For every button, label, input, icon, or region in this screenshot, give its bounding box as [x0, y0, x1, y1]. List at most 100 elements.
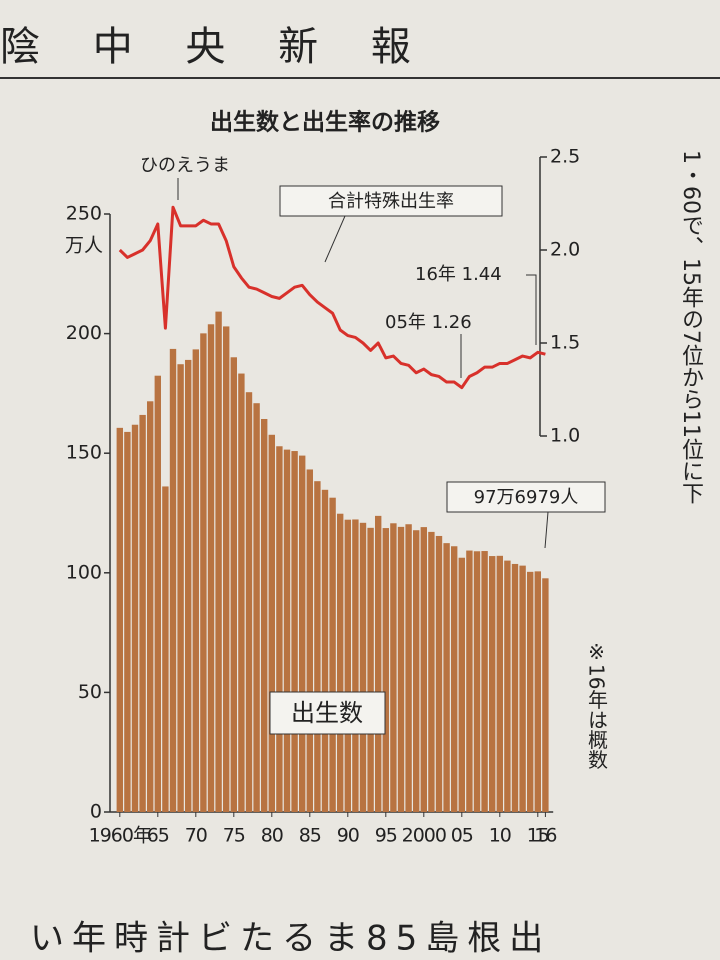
bar	[253, 403, 260, 812]
y-tick-label: 50	[78, 681, 102, 703]
bar	[268, 434, 275, 812]
x-tick-label: 10	[489, 825, 511, 847]
bar	[382, 528, 389, 812]
bar	[458, 557, 465, 812]
bar	[397, 526, 405, 812]
bar	[306, 469, 313, 812]
y2-tick-label: 2.5	[550, 146, 580, 168]
bar	[223, 326, 230, 812]
bar	[261, 418, 268, 812]
bar	[337, 513, 344, 812]
bar	[511, 563, 519, 812]
bar	[162, 486, 169, 812]
bar	[481, 551, 488, 812]
line	[118, 205, 546, 390]
bar	[420, 527, 427, 812]
x-tick-label: 80	[261, 825, 283, 847]
y2-tick-label: 2.0	[550, 239, 580, 261]
series-label: 出生数	[291, 699, 363, 727]
label-box	[279, 185, 503, 217]
bar	[177, 364, 184, 812]
bar	[291, 451, 298, 812]
x-tick-label: 85	[299, 825, 321, 847]
bar	[496, 555, 503, 812]
bar	[534, 571, 541, 812]
bar	[185, 359, 192, 812]
bar	[131, 424, 139, 812]
annotation: 97万6979人	[474, 487, 579, 508]
series-label: 合計特殊出生率	[328, 191, 454, 212]
x-tick-label: 65	[147, 825, 169, 847]
annotation: ※16年は概数	[585, 640, 609, 769]
label-box	[446, 481, 606, 513]
bar	[428, 531, 435, 812]
bar	[435, 535, 443, 812]
bar	[283, 449, 291, 812]
x-tick-label: 75	[223, 825, 245, 847]
bottom-text: い年時計ビたるま85島根出	[30, 919, 551, 959]
masthead: 陰 中 央 新 報	[0, 24, 431, 70]
overlay: 出生数	[269, 691, 386, 735]
bar	[359, 522, 367, 812]
x-tick-label: 70	[185, 825, 207, 847]
bar	[542, 578, 549, 812]
bar	[245, 392, 253, 812]
x-tick-label: 2000	[402, 825, 446, 847]
bar	[215, 311, 222, 812]
y-axis-unit: 万人	[65, 235, 103, 257]
y2-tick-label: 1.0	[550, 425, 580, 447]
bar	[527, 571, 534, 812]
bar	[124, 431, 131, 812]
annotation: 16年 1.44	[415, 264, 502, 285]
bar	[147, 401, 154, 812]
bar	[344, 519, 351, 812]
bar	[473, 551, 481, 812]
bar	[519, 565, 526, 812]
bar	[314, 481, 321, 812]
x-tick-label: 15	[527, 825, 549, 847]
bar	[276, 446, 283, 812]
x-tick-label: 1960年	[89, 825, 152, 847]
annotation: 05年 1.26	[385, 312, 472, 333]
chart-title: 出生数と出生率の推移	[210, 109, 440, 136]
bar	[139, 414, 146, 812]
y-tick-label: 250	[66, 203, 102, 225]
annotation: ひのえうま	[140, 155, 230, 176]
bar	[504, 560, 511, 812]
bar	[352, 519, 359, 812]
bar	[299, 455, 306, 812]
bar	[489, 556, 496, 812]
bar	[413, 530, 420, 812]
label-box	[269, 691, 386, 735]
y-tick-label: 150	[66, 442, 102, 464]
x-tick-label: 90	[337, 825, 359, 847]
bar	[367, 527, 374, 812]
bar	[200, 333, 207, 812]
y-tick-label: 100	[66, 561, 102, 583]
bar	[451, 546, 458, 812]
bar	[390, 523, 397, 812]
bar	[169, 348, 177, 812]
bar	[230, 357, 237, 812]
bar	[443, 543, 450, 812]
bar	[116, 427, 123, 812]
pointer	[535, 511, 549, 549]
bar	[466, 550, 473, 812]
bar	[329, 497, 336, 812]
bar	[207, 324, 215, 812]
pointer	[324, 215, 346, 263]
bar	[375, 515, 382, 812]
y-tick-label: 0	[90, 801, 102, 823]
pointer	[526, 274, 537, 345]
y2-tick-label: 1.5	[550, 332, 580, 354]
side-text: 1・60で、15年の7位から11位に下	[678, 150, 704, 504]
x-tick-label: 95	[375, 825, 397, 847]
y-tick-label: 200	[66, 322, 102, 344]
bar	[238, 373, 245, 812]
x-tick-label: 05	[451, 825, 473, 847]
bar	[405, 524, 412, 812]
bar	[154, 375, 161, 812]
bar	[192, 349, 199, 812]
